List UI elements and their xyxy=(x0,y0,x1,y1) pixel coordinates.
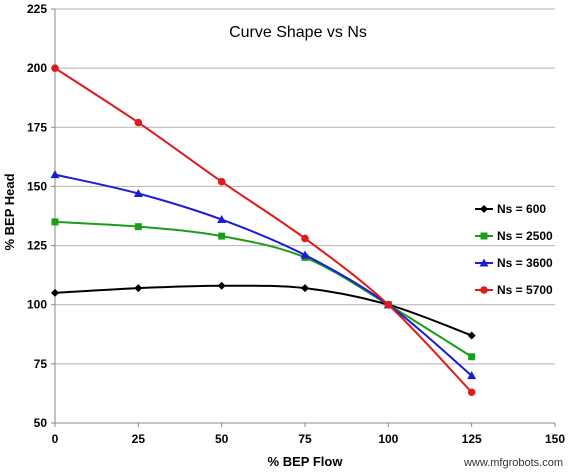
watermark: www.mfgrobots.com xyxy=(463,457,563,469)
y-tick-label: 100 xyxy=(27,298,47,312)
data-point xyxy=(51,64,59,72)
x-tick-label: 75 xyxy=(298,432,312,446)
x-tick-label: 0 xyxy=(52,432,59,446)
data-point xyxy=(217,177,226,186)
data-point xyxy=(51,218,59,226)
legend-item: Ns = 600 xyxy=(475,202,546,216)
axes: 50 75 100 125 150 175 200 225 0 25 50 75 100 125 150 xyxy=(27,2,565,446)
legend-label: Ns = 600 xyxy=(497,202,546,216)
data-point xyxy=(133,189,143,198)
legend-item: Ns = 2500 xyxy=(475,229,553,243)
y-tick-label: 125 xyxy=(27,239,47,253)
x-tick-label: 150 xyxy=(545,432,565,446)
data-point xyxy=(51,288,59,297)
y-tick-label: 200 xyxy=(27,61,47,75)
y-tick-label: 175 xyxy=(27,120,47,134)
data-point xyxy=(134,118,143,127)
x-tick-label: 125 xyxy=(462,432,482,446)
data-point xyxy=(300,250,310,259)
x-axis-title: % BEP Flow xyxy=(268,454,344,469)
legend-label: Ns = 5700 xyxy=(497,283,553,297)
x-tick-label: 50 xyxy=(215,432,229,446)
series-line xyxy=(54,284,473,337)
data-point xyxy=(217,281,226,290)
data-point xyxy=(467,388,476,397)
y-tick-label: 150 xyxy=(27,179,47,193)
legend-label: Ns = 3600 xyxy=(497,256,553,270)
legend-label: Ns = 2500 xyxy=(497,229,553,243)
x-tick-label: 25 xyxy=(132,432,146,446)
legend: Ns = 600 Ns = 2500 Ns = 3600 Ns = 5700 xyxy=(475,202,553,297)
data-point xyxy=(301,284,309,293)
y-tick-label: 225 xyxy=(27,2,47,16)
x-tick-label: 100 xyxy=(378,432,398,446)
legend-marker xyxy=(480,232,488,240)
y-tick-label: 75 xyxy=(34,357,48,371)
data-point xyxy=(467,371,477,380)
legend-marker xyxy=(479,258,489,267)
data-point xyxy=(468,353,476,361)
data-point xyxy=(218,232,226,240)
series-line xyxy=(54,173,473,377)
data-point xyxy=(50,170,60,179)
data-point xyxy=(467,331,476,340)
legend-item: Ns = 5700 xyxy=(475,283,553,297)
y-axis-title: % BEP Head xyxy=(2,173,17,250)
y-tick-label: 50 xyxy=(34,416,48,430)
data-point xyxy=(134,284,143,293)
legend-item: Ns = 3600 xyxy=(475,256,553,270)
legend-marker xyxy=(480,205,488,213)
chart-title: Curve Shape vs Ns xyxy=(229,24,367,41)
data-point xyxy=(301,234,309,243)
data-point xyxy=(384,300,393,309)
data-point xyxy=(134,223,142,231)
legend-marker xyxy=(480,286,488,294)
series-line xyxy=(54,220,473,358)
data-point xyxy=(217,215,227,224)
series-layer xyxy=(50,64,477,397)
series-3 xyxy=(51,64,476,397)
